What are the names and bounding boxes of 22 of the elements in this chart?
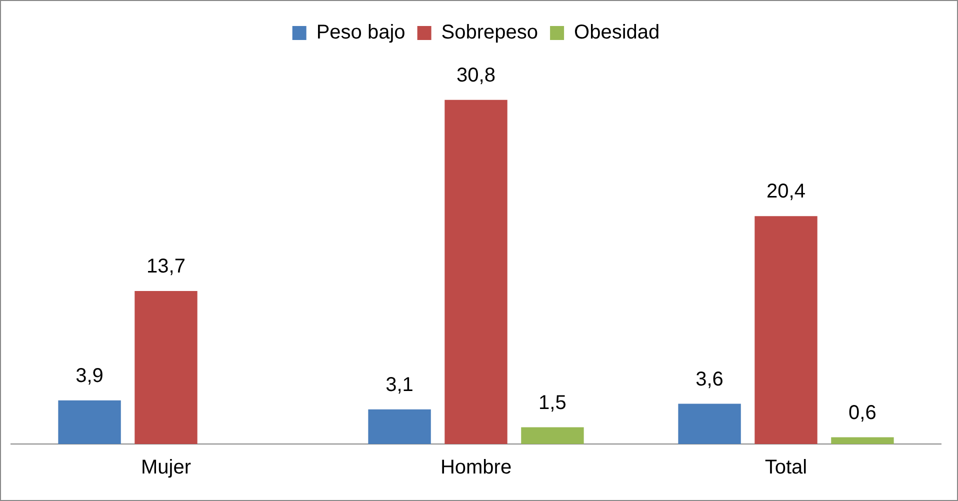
x-tick-label: Mujer [140, 456, 192, 479]
data-label: 3,9 [76, 364, 104, 387]
data-label: 3,6 [696, 368, 724, 390]
data-label: 1,5 [538, 392, 566, 414]
legend-label: Peso bajo [316, 22, 406, 44]
bar [444, 100, 508, 444]
bar [754, 216, 818, 444]
bar [58, 400, 121, 444]
bar [678, 404, 741, 444]
data-label: 20,4 [766, 180, 806, 203]
data-label: 0,6 [848, 402, 876, 424]
data-label: 13,7 [146, 255, 186, 278]
bar [831, 437, 894, 444]
x-tick-label: Total [764, 456, 808, 479]
legend-label: Sobrepeso [441, 22, 538, 44]
x-tick-label: Hombre [440, 456, 512, 479]
bar [368, 409, 431, 444]
data-label: 3,1 [386, 374, 414, 396]
bar [134, 290, 198, 444]
bar [521, 427, 584, 444]
data-label: 30,8 [456, 64, 496, 86]
legend-label: Obesidad [574, 22, 660, 44]
